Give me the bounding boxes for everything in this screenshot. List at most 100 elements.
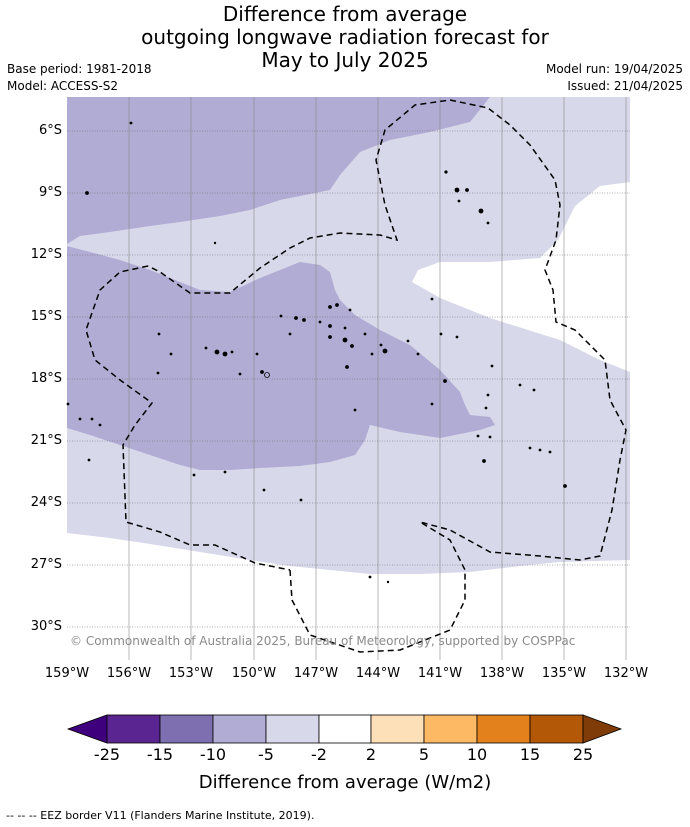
colorbar-tick-label: 10 bbox=[466, 745, 488, 764]
lat-label: 6°S bbox=[38, 123, 62, 138]
island bbox=[214, 349, 220, 355]
lon-label: 147°W bbox=[293, 666, 339, 681]
island bbox=[342, 337, 348, 343]
island bbox=[345, 365, 349, 369]
map-area bbox=[67, 97, 630, 660]
island bbox=[457, 199, 461, 203]
island bbox=[430, 297, 434, 301]
island bbox=[343, 326, 347, 330]
island bbox=[490, 364, 494, 368]
island bbox=[350, 344, 354, 348]
lat-label: 9°S bbox=[38, 185, 62, 200]
island bbox=[563, 484, 567, 488]
island bbox=[488, 435, 492, 439]
island bbox=[335, 303, 339, 307]
chart-title-line2: outgoing longwave radiation forecast for bbox=[141, 25, 549, 49]
island bbox=[532, 388, 536, 392]
island bbox=[370, 352, 374, 356]
island bbox=[294, 316, 298, 320]
island bbox=[288, 332, 292, 336]
model-text: Model: ACCESS-S2 bbox=[7, 79, 119, 93]
colorbar-tick-label: -2 bbox=[311, 745, 327, 764]
island bbox=[223, 470, 227, 474]
island bbox=[476, 434, 480, 438]
island bbox=[238, 372, 242, 376]
eez-border-french-polynesia bbox=[147, 99, 627, 653]
lon-label: 153°W bbox=[168, 666, 214, 681]
colorbar-segment bbox=[370, 714, 425, 744]
island bbox=[478, 208, 484, 214]
island bbox=[318, 320, 322, 324]
lat-label: 12°S bbox=[30, 247, 62, 262]
lat-label: 15°S bbox=[30, 309, 62, 324]
colorbar-segment bbox=[159, 714, 214, 744]
island bbox=[78, 417, 82, 421]
island bbox=[255, 352, 259, 356]
colorbar-tick-label: 5 bbox=[418, 745, 430, 764]
chart-title-line1: Difference from average bbox=[222, 2, 468, 26]
issued-text: Issued: 21/04/2025 bbox=[567, 79, 683, 93]
colorbar bbox=[66, 714, 623, 744]
island bbox=[368, 575, 372, 579]
colorbar-tick-label: -10 bbox=[199, 745, 227, 764]
base-period-text: Base period: 1981-2018 bbox=[7, 62, 152, 76]
islands bbox=[66, 121, 567, 584]
island bbox=[439, 332, 443, 336]
olr-region-dark-central bbox=[67, 246, 495, 470]
colorbar-tick-label: -5 bbox=[258, 745, 274, 764]
lon-label: 138°W bbox=[479, 666, 525, 681]
island bbox=[90, 417, 94, 421]
island bbox=[484, 406, 488, 410]
island bbox=[455, 335, 459, 339]
island bbox=[443, 379, 447, 383]
lon-label: 144°W bbox=[355, 666, 401, 681]
lat-label: 18°S bbox=[30, 371, 62, 386]
colorbar-segment bbox=[423, 714, 478, 744]
island bbox=[353, 408, 357, 412]
island bbox=[279, 314, 283, 318]
colorbar-tick-label: -15 bbox=[146, 745, 174, 764]
island bbox=[444, 170, 448, 174]
lat-label: 27°S bbox=[30, 557, 62, 572]
island bbox=[328, 324, 332, 328]
colorbar-extend-max bbox=[582, 714, 623, 744]
lat-label: 30°S bbox=[30, 619, 62, 634]
lon-label: 141°W bbox=[417, 666, 463, 681]
island bbox=[416, 352, 420, 356]
lon-label: 135°W bbox=[541, 666, 587, 681]
island bbox=[482, 459, 486, 463]
island bbox=[430, 402, 434, 406]
island bbox=[328, 305, 332, 309]
eez-border-cook-islands bbox=[85, 265, 291, 571]
colorbar-segment bbox=[529, 714, 584, 744]
island bbox=[379, 343, 383, 347]
island bbox=[538, 448, 542, 452]
colorbar-tick-label: 2 bbox=[365, 745, 377, 764]
island bbox=[348, 308, 352, 312]
colorbar-segment bbox=[212, 714, 267, 744]
island bbox=[85, 191, 89, 195]
lon-label: 156°W bbox=[106, 666, 152, 681]
island bbox=[264, 372, 270, 378]
colorbar-segment bbox=[476, 714, 531, 744]
island bbox=[386, 580, 390, 584]
colorbar-tick-label: 15 bbox=[519, 745, 541, 764]
island bbox=[230, 350, 234, 354]
chart-title-line3: May to July 2025 bbox=[261, 48, 429, 72]
island bbox=[222, 351, 228, 357]
island bbox=[262, 488, 266, 492]
colorbar-tick-label: -25 bbox=[93, 745, 121, 764]
colorbar-title: Difference from average (W/m2) bbox=[198, 772, 492, 793]
island bbox=[406, 339, 410, 343]
island bbox=[156, 371, 160, 375]
island bbox=[66, 402, 70, 406]
lon-label: 132°W bbox=[603, 666, 649, 681]
island bbox=[192, 473, 196, 477]
colorbar-extend-min bbox=[66, 714, 108, 744]
island bbox=[98, 423, 102, 427]
island bbox=[302, 318, 306, 322]
lon-label: 159°W bbox=[44, 666, 90, 681]
island bbox=[129, 121, 133, 125]
map-gridlines bbox=[128, 97, 627, 660]
